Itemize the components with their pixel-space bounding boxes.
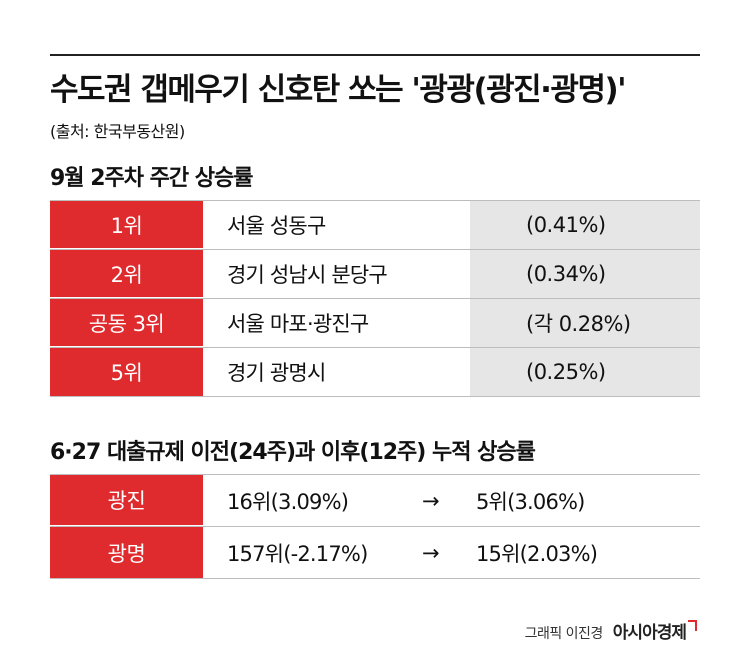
credit: 그래픽 이진경 아시아경제 (525, 618, 697, 643)
rank-cell: 공동 3위 (50, 299, 203, 347)
source-note: (출처: 한국부동산원) (50, 122, 185, 141)
rate-cell: (각 0.28%) (470, 299, 700, 347)
table-row: 1위 서울 성동구 (0.41%) (50, 200, 700, 249)
cumulative-heading: 6·27 대출규제 이전(24주)과 이후(12주) 누적 상승률 (50, 440, 536, 465)
region-cell: 서울 마포·광진구 (227, 312, 369, 336)
before-value: 157위(-2.17%) (227, 541, 368, 566)
change-cell: 16위(3.09%) → 5위(3.06%) (203, 475, 700, 526)
region-cell: 경기 광명시 (227, 361, 326, 385)
right-arrow-icon: → (422, 540, 440, 565)
brand-logo: 아시아경제 (612, 623, 687, 643)
table-row: 2위 경기 성남시 분당구 (0.34%) (50, 249, 700, 298)
rate-cell: (0.41%) (470, 201, 700, 249)
region-cell: 경기 성남시 분당구 (227, 263, 388, 287)
table-row: 광진 16위(3.09%) → 5위(3.06%) (50, 474, 700, 526)
region-label-cell: 광진 (50, 475, 203, 526)
rank-cell: 5위 (50, 348, 203, 396)
before-value: 16위(3.09%) (227, 489, 349, 514)
after-value: 5위(3.06%) (476, 489, 585, 514)
top-rule (50, 54, 700, 56)
cumulative-table: 광진 16위(3.09%) → 5위(3.06%) 광명 157위(-2.17%… (50, 474, 700, 579)
change-cell: 157위(-2.17%) → 15위(2.03%) (203, 527, 700, 578)
table-row: 공동 3위 서울 마포·광진구 (각 0.28%) (50, 298, 700, 347)
table-row: 5위 경기 광명시 (0.25%) (50, 347, 700, 397)
right-arrow-icon: → (422, 488, 440, 513)
graphic-credit: 그래픽 이진경 (524, 626, 604, 642)
rank-cell: 2위 (50, 250, 203, 298)
region-cell: 서울 성동구 (227, 214, 326, 238)
table-row: 광명 157위(-2.17%) → 15위(2.03%) (50, 526, 700, 579)
rate-cell: (0.25%) (470, 348, 700, 396)
page-title: 수도권 갭메우기 신호탄 쏘는 '광광(광진·광명)' (50, 72, 627, 108)
brand-mark-icon (688, 620, 697, 631)
weekly-heading: 9월 2주차 주간 상승률 (50, 166, 254, 191)
rate-cell: (0.34%) (470, 250, 700, 298)
after-value: 15위(2.03%) (476, 541, 598, 566)
weekly-table: 1위 서울 성동구 (0.41%) 2위 경기 성남시 분당구 (0.34%) … (50, 200, 700, 397)
rank-cell: 1위 (50, 201, 203, 249)
region-label-cell: 광명 (50, 527, 203, 578)
